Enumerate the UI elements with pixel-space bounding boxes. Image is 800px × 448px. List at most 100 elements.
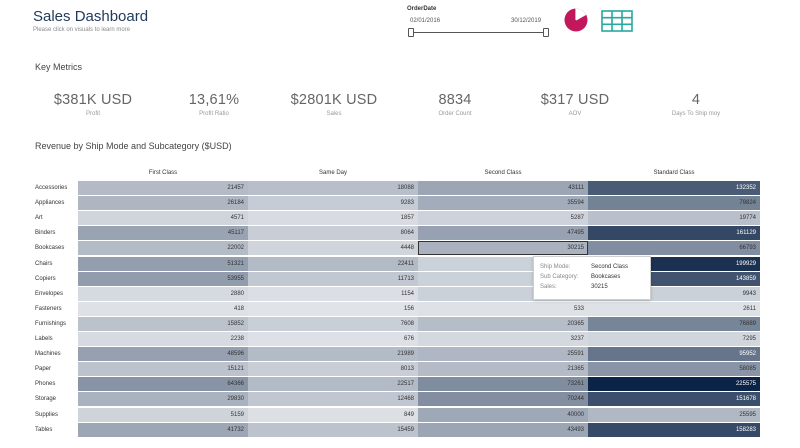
- row-label: Art: [35, 215, 43, 222]
- table-cell[interactable]: 70244: [418, 392, 588, 407]
- table-cell[interactable]: 64366: [78, 377, 248, 392]
- table-cell[interactable]: 4448: [248, 241, 418, 256]
- table-cell[interactable]: 53955: [78, 271, 248, 286]
- row-label: Envelopes: [35, 290, 64, 297]
- table-cell[interactable]: 11713: [248, 271, 418, 286]
- kpi-days-to-ship[interactable]: 4 Days To Ship moy: [636, 92, 756, 117]
- table-cell[interactable]: 51321: [78, 256, 248, 271]
- table-cell[interactable]: 151678: [588, 392, 760, 407]
- table-cell[interactable]: 158283: [588, 422, 760, 437]
- row-label: Machines: [35, 351, 61, 358]
- table-cell[interactable]: 21989: [248, 347, 418, 362]
- table-cell[interactable]: 95952: [588, 347, 760, 362]
- heatmap-tooltip: Ship Mode: Second Class Sub Category: Bo…: [533, 256, 651, 300]
- table-cell[interactable]: 79824: [588, 196, 760, 211]
- tooltip-sub-category-value: Bookcases: [591, 274, 621, 280]
- table-cell[interactable]: 15852: [78, 316, 248, 331]
- table-cell[interactable]: 12468: [248, 392, 418, 407]
- table-cell[interactable]: 4571: [78, 211, 248, 226]
- table-cell[interactable]: 26184: [78, 196, 248, 211]
- table-cell[interactable]: 47495: [418, 226, 588, 241]
- row-label: Supplies: [35, 411, 59, 418]
- table-cell[interactable]: 5287: [418, 211, 588, 226]
- table-cell[interactable]: 21457: [78, 181, 248, 195]
- column-header-standard-class: Standard Class: [653, 170, 695, 176]
- table-cell[interactable]: 15121: [78, 362, 248, 377]
- table-cell[interactable]: 22517: [248, 377, 418, 392]
- table-cell[interactable]: 19774: [588, 211, 760, 226]
- table-cell[interactable]: 30215: [418, 241, 588, 256]
- kpi-order-count[interactable]: 8834 Order Count: [395, 92, 515, 117]
- table-cell[interactable]: 3237: [418, 332, 588, 346]
- table-cell[interactable]: 676: [248, 332, 418, 346]
- table-cell[interactable]: 22002: [78, 241, 248, 256]
- table-cell[interactable]: 25591: [418, 347, 588, 362]
- order-date-slider-track[interactable]: [410, 32, 547, 33]
- table-cell[interactable]: 48596: [78, 347, 248, 362]
- table-cell[interactable]: 849: [248, 407, 418, 422]
- kpi-profit-ratio[interactable]: 13,61% Profit Ratio: [154, 92, 274, 117]
- order-date-end-handle[interactable]: [543, 28, 549, 37]
- kpi-value: $317 USD: [540, 92, 610, 108]
- table-cell[interactable]: 132352: [588, 181, 760, 195]
- table-cell[interactable]: 21365: [418, 362, 588, 377]
- kpi-label: Order Count: [438, 111, 472, 117]
- table-cell[interactable]: 7295: [588, 332, 760, 346]
- table-cell[interactable]: 45117: [78, 226, 248, 241]
- table-cell[interactable]: 418: [78, 301, 248, 316]
- table-cell[interactable]: 22411: [248, 256, 418, 271]
- table-cell[interactable]: 161129: [588, 226, 760, 241]
- pie-chart-icon[interactable]: [564, 8, 588, 32]
- table-cell[interactable]: 225575: [588, 377, 760, 392]
- table-cell[interactable]: 156: [248, 301, 418, 316]
- order-date-end: 30/12/2019: [511, 18, 542, 24]
- table-cell[interactable]: 18088: [248, 181, 418, 195]
- tooltip-ship-mode-value: Second Class: [591, 264, 629, 270]
- table-cell[interactable]: 1857: [248, 211, 418, 226]
- table-cell[interactable]: 15459: [248, 422, 418, 437]
- table-cell[interactable]: 25595: [588, 407, 760, 422]
- table-cell[interactable]: 2880: [78, 286, 248, 301]
- table-cell[interactable]: 7608: [248, 316, 418, 331]
- table-cell[interactable]: 2611: [588, 301, 760, 316]
- kpi-value: 8834: [438, 92, 472, 108]
- row-label: Chairs: [35, 260, 53, 267]
- table-cell[interactable]: 29830: [78, 392, 248, 407]
- tooltip-ship-mode-key: Ship Mode:: [540, 264, 571, 270]
- kpi-label: Sales: [326, 111, 342, 117]
- revenue-title: Revenue by Ship Mode and Subcategory ($U…: [35, 141, 232, 151]
- table-cell[interactable]: 66793: [588, 241, 760, 256]
- row-label: Storage: [35, 396, 57, 403]
- table-cell[interactable]: 533: [418, 301, 588, 316]
- table-cell[interactable]: 1154: [248, 286, 418, 301]
- table-cell[interactable]: 8064: [248, 226, 418, 241]
- kpi-label: Days To Ship moy: [671, 111, 721, 117]
- order-date-start: 02/01/2016: [410, 18, 441, 24]
- kpi-aov[interactable]: $317 USD AOV: [515, 92, 635, 117]
- table-cell[interactable]: 76889: [588, 316, 760, 331]
- row-label: Paper: [35, 366, 52, 373]
- table-cell[interactable]: 43493: [418, 422, 588, 437]
- kpi-label: AOV: [568, 111, 582, 117]
- kpi-value: $2801K USD: [290, 92, 378, 108]
- table-cell[interactable]: 20365: [418, 316, 588, 331]
- table-cell[interactable]: 58085: [588, 362, 760, 377]
- table-cell[interactable]: 35594: [418, 196, 588, 211]
- table-cell[interactable]: 5159: [78, 407, 248, 422]
- table-cell[interactable]: 43111: [418, 181, 588, 195]
- table-cell[interactable]: 40000: [418, 407, 588, 422]
- table-cell[interactable]: 41732: [78, 422, 248, 437]
- table-cell[interactable]: 2238: [78, 332, 248, 346]
- order-date-start-handle[interactable]: [408, 28, 414, 37]
- kpi-sales[interactable]: $2801K USD Sales: [274, 92, 394, 117]
- page-title: Sales Dashboard: [33, 8, 149, 25]
- table-cell[interactable]: 9283: [248, 196, 418, 211]
- kpi-value: 13,61%: [188, 92, 240, 108]
- table-cell[interactable]: 8013: [248, 362, 418, 377]
- row-label: Bookcases: [35, 245, 65, 252]
- row-label: Phones: [35, 381, 56, 388]
- kpi-profit[interactable]: $381K USD Profit: [33, 92, 153, 117]
- table-icon[interactable]: [601, 10, 633, 32]
- table-cell[interactable]: 73261: [418, 377, 588, 392]
- row-label: Binders: [35, 230, 56, 237]
